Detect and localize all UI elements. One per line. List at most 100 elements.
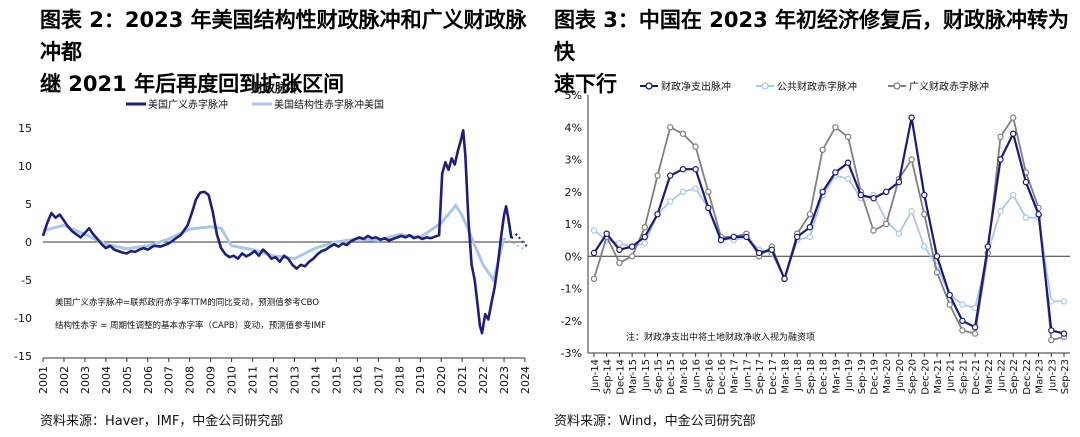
right-x-tick-label: Dec-14 — [615, 359, 626, 395]
left-x-tick-label: 2016 — [351, 366, 364, 394]
right-note: 注：财政净支出中将土地财政净收入视为融资项 — [626, 331, 815, 343]
right-x-tick-label: Mar-18 — [781, 359, 792, 394]
right-series-point-2 — [590, 275, 598, 282]
left-chart-title: 财政脉冲 — [250, 80, 299, 95]
left-title-line2: 继 2021 年后再度回到扩张区间 — [40, 72, 345, 96]
right-chart-svg: 财政净支出脉冲 公共财政赤字脉冲 广义财政赤字脉冲 5% 4% 3% 2% 1% 0% -1% -2… — [561, 80, 1071, 395]
right-series-point-0 — [666, 172, 674, 179]
left-y-tick-label: 5 — [25, 198, 32, 211]
left-x-tick-label: 2003 — [79, 366, 92, 394]
right-series-point-2 — [883, 220, 890, 228]
right-x-tick-label: Mar-20 — [882, 359, 893, 394]
right-legend-marker-1 — [761, 82, 769, 90]
right-y-tick-label: -2% — [561, 315, 582, 328]
left-x-tick-label: 2005 — [121, 366, 134, 394]
right-x-tick-label: Sep-22 — [1009, 359, 1020, 394]
right-series-point-0 — [1035, 211, 1042, 218]
right-y-tick-label: 2% — [565, 186, 582, 199]
left-y-tick-label: -5 — [21, 274, 32, 287]
right-series-point-0 — [1010, 130, 1017, 137]
right-series-point-1 — [1048, 298, 1055, 305]
right-x-tick-label: Jun-14 — [590, 359, 601, 392]
left-x-tick-label: 2018 — [393, 366, 406, 394]
right-x-tick-label: Dec-18 — [819, 359, 830, 395]
right-series-point-0 — [870, 194, 877, 202]
right-x-tick-label: Dec-22 — [1022, 359, 1033, 395]
left-x-tick-label: 2013 — [288, 366, 301, 394]
right-series-point-2 — [705, 188, 712, 195]
right-series-point-0 — [654, 211, 661, 218]
right-x-tick-label: Sep-16 — [704, 359, 715, 394]
right-series-point-0 — [781, 275, 788, 282]
right-series-point-0 — [730, 233, 737, 241]
left-source: 资料来源：Haver，IMF，中金公司研究部 — [40, 414, 284, 429]
right-series-point-2 — [844, 133, 852, 141]
right-series-point-2 — [908, 156, 915, 163]
left-x-tick-label: 2002 — [58, 366, 71, 394]
right-legend-label-2: 广义财政赤字脉冲 — [909, 80, 989, 93]
right-y-tick-label: 4% — [565, 121, 582, 134]
right-series-point-2 — [921, 211, 928, 218]
right-series-point-2 — [933, 269, 941, 276]
right-series-point-2 — [1010, 114, 1017, 121]
left-title-line1: 图表 2：2023 年美国结构性财政脉冲和广义财政脉冲都 — [40, 8, 527, 64]
right-series-point-0 — [806, 223, 814, 231]
right-title-line1: 图表 3：中国在 2023 年初经济修复后，财政脉冲转为快 — [554, 8, 1069, 64]
left-x-tick-label: 2010 — [226, 366, 239, 394]
left-x-tick-label: 2011 — [247, 366, 260, 394]
left-x-tick-label: 2021 — [456, 366, 469, 394]
left-x-tick-label: 2024 — [519, 366, 532, 394]
right-x-tick-label: Sep-15 — [654, 359, 665, 394]
right-x-tick-label: Dec-17 — [768, 359, 779, 395]
right-x-tick-label: Jun-16 — [692, 359, 703, 392]
left-x-tick-label: 2019 — [414, 366, 427, 394]
right-x-tick-label: Mar-19 — [831, 359, 842, 394]
right-series-point-1 — [921, 243, 928, 250]
right-series-point-2 — [806, 211, 814, 218]
right-series-point-2 — [959, 327, 966, 334]
right-series-point-0 — [921, 191, 928, 199]
right-series-point-2 — [1048, 336, 1055, 344]
left-x-tick-label: 2017 — [372, 366, 385, 394]
left-x-tick-label: 2007 — [163, 366, 176, 394]
right-series-point-0 — [616, 246, 623, 253]
right-series-point-0 — [984, 243, 991, 250]
right-series-point-1 — [806, 233, 814, 241]
right-series-point-0 — [883, 188, 890, 195]
left-y-tick-label: -10 — [14, 312, 32, 325]
left-legend-label-broad: 美国广义赤字脉冲 — [148, 98, 228, 111]
right-title-line2: 速下行 — [554, 72, 617, 96]
right-y-tick-label: 1% — [565, 218, 582, 231]
right-legend-label-0: 财政净支出脉冲 — [661, 80, 731, 93]
left-series-structural-forecast — [503, 237, 526, 251]
right-series-point-0 — [946, 291, 953, 299]
right-series-point-0 — [1022, 178, 1030, 186]
right-series-point-2 — [641, 223, 649, 231]
right-x-tick-label: Mar-15 — [628, 359, 639, 394]
left-x-tick-label: 2004 — [100, 366, 113, 394]
right-series-point-0 — [641, 233, 649, 241]
right-series-point-0 — [628, 243, 636, 250]
left-x-tick-label: 2009 — [205, 366, 218, 394]
right-series-point-2 — [666, 124, 674, 131]
right-x-tick-label: Sep-20 — [908, 359, 919, 394]
right-y-tick-label: 5% — [565, 89, 582, 102]
right-x-tick-label: Jun-20 — [895, 359, 906, 392]
left-x-tick-label: 2006 — [142, 366, 155, 394]
right-series-point-1 — [679, 188, 687, 195]
right-x-tick-label: Mar-16 — [679, 359, 690, 394]
right-series-point-1 — [959, 301, 966, 308]
right-series-point-0 — [692, 165, 699, 173]
right-series-point-2 — [971, 330, 979, 337]
right-series-point-0 — [743, 233, 750, 241]
right-series-point-0 — [1060, 330, 1068, 337]
right-x-tick-label: Sep-23 — [1060, 359, 1071, 394]
left-y-tick-label: 10 — [18, 160, 32, 173]
right-series-point-0 — [844, 159, 852, 166]
left-x-tick-label: 2023 — [498, 366, 511, 394]
right-x-tick-label: Sep-19 — [857, 359, 868, 394]
right-series-point-2 — [946, 301, 953, 308]
left-x-tick-label: 2012 — [268, 366, 281, 394]
right-legend-label-1: 公共财政赤字脉冲 — [777, 80, 857, 93]
right-x-tick-label: Jun-23 — [1047, 359, 1058, 392]
